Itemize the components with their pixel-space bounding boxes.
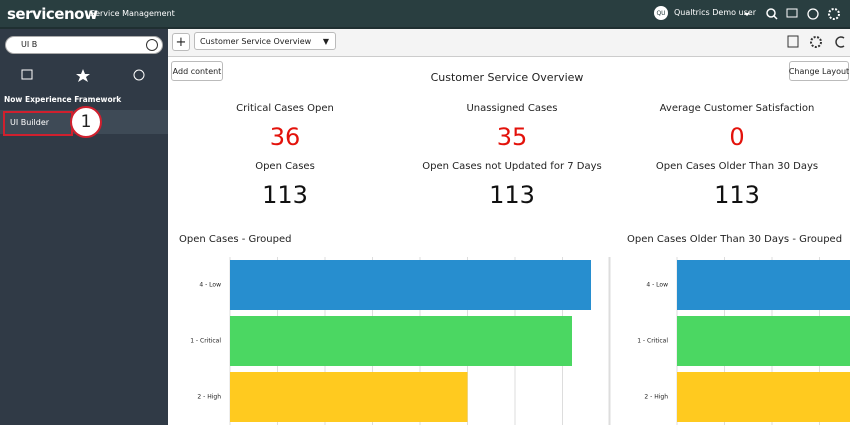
product-name: Service Management (90, 9, 175, 18)
kpi-value[interactable]: 0 (729, 123, 745, 151)
bar[interactable] (230, 260, 591, 310)
bar[interactable] (677, 316, 850, 366)
bar[interactable] (677, 260, 850, 310)
chart-title: Open Cases Older Than 30 Days - Grouped (627, 234, 842, 245)
export-icon[interactable] (787, 35, 799, 48)
category-label: 2 - High (644, 394, 668, 401)
kpi-value[interactable]: 113 (489, 181, 535, 209)
category-label: 1 - Critical (637, 338, 668, 345)
refresh-icon[interactable] (835, 36, 845, 48)
header: servicenow Service Management QU Qualtri… (0, 0, 850, 29)
kpi-label: Average Customer Satisfaction (659, 103, 815, 114)
kpi-label: Open Cases not Updated for 7 Days (422, 161, 602, 172)
caret[interactable] (744, 13, 750, 16)
kpi-value[interactable]: 36 (269, 123, 301, 151)
kpi-label: Critical Cases Open (236, 103, 334, 114)
category-label: 1 - Critical (190, 338, 221, 345)
bar[interactable] (230, 372, 468, 422)
dashboard-select[interactable]: Customer Service Overview ▼ (194, 32, 336, 50)
add-content-button[interactable]: Add content (171, 61, 223, 81)
logo[interactable]: servicenow (7, 5, 98, 23)
avatar[interactable]: QU (654, 6, 668, 20)
clear-icon[interactable] (146, 39, 158, 51)
dashboard-name[interactable]: Customer Service Overview (200, 36, 312, 46)
bar[interactable] (230, 316, 572, 366)
nav-icons (21, 69, 145, 82)
dashboard-title: Customer Service Overview (430, 71, 584, 84)
toolbar-icons (787, 35, 845, 48)
category-label: 4 - Low (199, 282, 221, 289)
kpi-value[interactable]: 35 (496, 123, 528, 151)
bar[interactable] (677, 372, 850, 422)
chat-icon[interactable] (786, 8, 798, 18)
kpi-label: Open Cases Older Than 30 Days (655, 161, 819, 172)
category-label: 2 - High (197, 394, 221, 401)
search-text[interactable]: UI B (21, 40, 38, 49)
history-icon[interactable] (133, 69, 145, 81)
sidebar: UI B Now Experience Framework UI Builder… (0, 29, 168, 425)
add-button[interactable]: + (172, 33, 190, 51)
change-layout-button[interactable]: Change Layout (789, 61, 849, 81)
settings-icon[interactable] (810, 36, 822, 48)
kpi-value[interactable]: 113 (714, 181, 760, 209)
all-icon[interactable] (21, 69, 33, 80)
chart-title: Open Cases - Grouped (179, 234, 291, 245)
category-label: 4 - Low (646, 282, 668, 289)
favorites-icon[interactable] (76, 69, 90, 82)
kpi-label: Unassigned Cases (466, 103, 558, 114)
callout: 1 (70, 106, 102, 138)
kpi-value[interactable]: 113 (262, 181, 308, 209)
user-menu[interactable]: Qualtrics Demo user (674, 8, 757, 17)
help-icon[interactable] (807, 8, 819, 20)
toolbar: + Customer Service Overview ▼ (168, 29, 850, 57)
kpi-label: Open Cases (255, 161, 315, 172)
search-icon[interactable] (766, 8, 776, 18)
search-box[interactable]: UI B (5, 36, 163, 54)
section-title: Now Experience Framework (4, 95, 122, 104)
header-icons (744, 8, 840, 20)
nav-item[interactable]: UI Builder (10, 118, 50, 127)
settings-icon[interactable] (828, 8, 840, 20)
